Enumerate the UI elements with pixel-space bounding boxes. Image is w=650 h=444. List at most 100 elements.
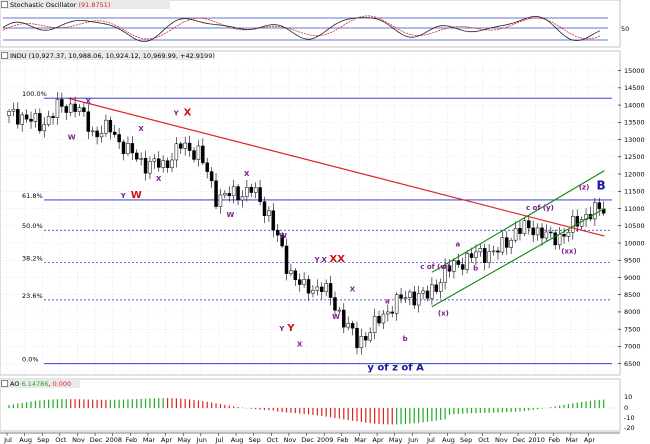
candle-body [68,103,73,113]
candle-body [134,152,139,160]
candle-body [46,116,51,125]
price-tick-label: 11500 [624,188,645,196]
x-tick-label: Aug [442,436,455,444]
x-axis: Jul Aug Sep Oct Nov Dec 2008 Feb Mar Apr May Jun Jul… [0,432,620,444]
candle-body [143,158,148,174]
candle-body [597,202,602,210]
x-tick-label: Oct [267,436,279,444]
x-tick-label: Apr [584,436,596,444]
candle-body [337,309,342,312]
fib-level-label: 38.2% [22,254,43,262]
downtrend-line [67,97,605,237]
candle-body [553,232,557,246]
candle-body [267,210,271,216]
x-tick-label: Sep [249,436,261,444]
index-icon [1,52,8,59]
x-tick-label: May [177,436,191,444]
candle-body [157,158,161,168]
candle-body [280,234,284,247]
candle-body [368,332,372,341]
candle-body [513,228,518,241]
wave-label: c of (y) [526,204,554,212]
wave-label: (xx) [561,247,576,255]
candle-body [562,234,566,237]
wave-label: X [138,125,144,133]
ao-title-label: AO [10,380,19,388]
candle-body [117,134,121,143]
wave-label: b [403,335,408,343]
candle-body [403,297,408,299]
fib-level-label: 23.6% [22,292,43,300]
candle-body [271,210,276,231]
candle-body [126,143,130,154]
candle-body [231,186,236,197]
candle-body [95,130,99,138]
x-tick-label: Jul [3,436,12,444]
candle-body [333,297,337,311]
candle-body [381,313,386,324]
x-tick-label: Aug [231,436,244,444]
candle-body [342,309,346,328]
candle-body [527,220,531,229]
candle-body [408,291,412,298]
candle-body [320,286,324,292]
stochastic-title-label: Stochastic Oscillator [10,1,77,9]
candle-body [16,109,20,125]
candle-body [112,131,117,135]
wave-label: (x) [438,309,449,317]
candle-body [443,265,447,283]
price-tick-label: 7500 [624,325,641,333]
price-tick-label: 12000 [624,170,645,178]
candle-body [121,141,126,154]
wave-label: X [156,175,162,183]
candle-body [518,228,522,234]
candle-body [7,111,11,116]
wave-label: (z) [579,184,589,192]
svg-text:Stochastic Oscillator (91.8751: Stochastic Oscillator (91.8751) [10,1,110,9]
price-tick-label: 13000 [624,136,645,144]
price-candles [7,92,606,355]
candle-body [108,119,113,133]
candle-body [377,315,381,324]
candle-body [165,160,170,168]
candle-body [487,251,491,264]
x-tick-label: Dec [90,436,103,444]
candle-body [571,216,575,233]
x-tick-label: Oct [55,436,67,444]
price-panel [0,50,621,376]
candle-body [24,114,29,120]
candle-body [42,124,46,132]
candle-body [394,294,399,314]
candle-body [245,187,249,197]
candle-body [447,265,452,272]
candle-body [179,143,183,149]
candle-body [438,282,443,292]
svg-text:INDU (10,927.37, 10,988.06, 10: INDU (10,927.37, 10,988.06, 10,924.12, 1… [10,52,215,60]
candle-body [505,237,509,248]
x-tick-label: May [389,436,403,444]
x-tick-label: Feb [126,436,138,444]
price-tick-label: 9000 [624,274,641,282]
fib-level-label: 100.0% [22,90,47,98]
wave-label: W [332,313,340,321]
price-tick-label: 8000 [624,308,641,316]
fib-levels: 100.0% 61.8% 50.0% 38.2% 23.6% 0.0% [22,90,612,365]
stochastic-d-line [2,15,601,40]
candle-body [549,231,553,234]
price-y-axis: 6500 7000 7500 8000 8500 9000 9500 10000 10500 11… [618,67,645,368]
stochastic-k-line [2,15,601,42]
ao-value-2: 0.000 [53,380,72,388]
candle-body [350,323,355,329]
ao-panel [0,378,621,432]
x-tick-label: Mar [143,436,156,444]
candle-body [491,250,496,253]
candle-body [302,279,306,285]
candle-body [209,171,214,182]
candle-body [60,99,64,107]
channel-line-lower [431,208,605,308]
candle-body [425,290,430,299]
price-tick-label: 14500 [624,84,645,92]
candle-body [192,150,196,160]
x-tick-label: Jun [407,436,418,444]
candle-body [258,187,262,202]
